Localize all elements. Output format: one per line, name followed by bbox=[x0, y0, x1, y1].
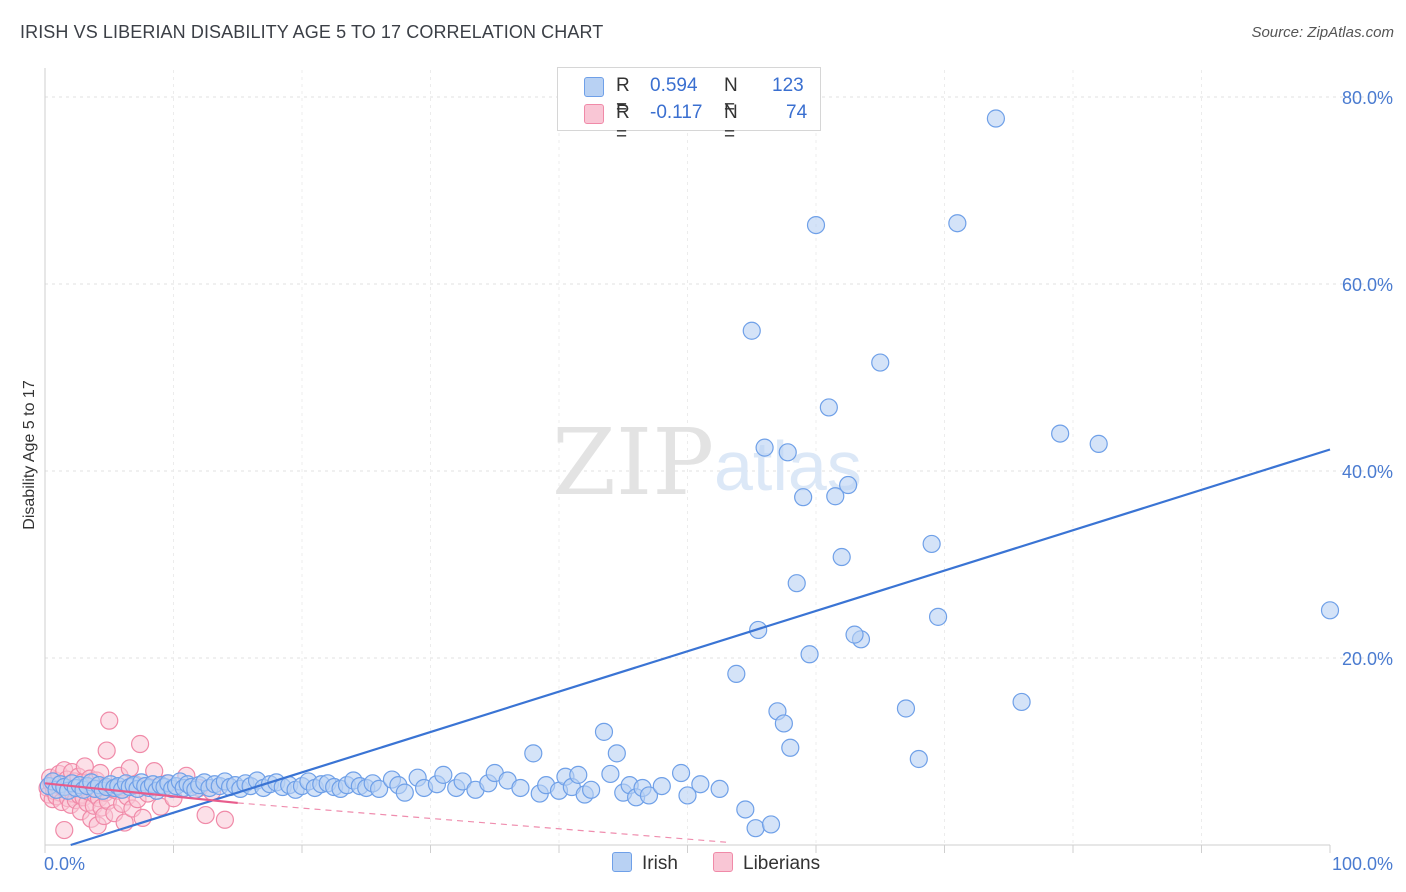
legend-n-value: 74 bbox=[786, 102, 808, 123]
irish-point bbox=[607, 744, 626, 763]
grid-lines bbox=[45, 70, 1392, 845]
irish-point bbox=[678, 786, 697, 805]
irish-point bbox=[787, 574, 806, 593]
irish-point bbox=[594, 722, 614, 741]
irish-point bbox=[922, 534, 941, 554]
irish-point bbox=[639, 786, 659, 805]
irish-trend-line bbox=[70, 448, 1331, 847]
irish-point bbox=[511, 778, 530, 798]
legend-r-label: R = bbox=[616, 102, 630, 145]
bottom-legend-liberians: Liberians bbox=[713, 852, 820, 875]
irish-point bbox=[582, 780, 601, 799]
y-tick-label: 80.0% bbox=[1342, 88, 1393, 108]
irish-point bbox=[453, 772, 472, 791]
y-axis-label: Disability Age 5 to 17 bbox=[21, 380, 38, 530]
irish-point bbox=[691, 775, 710, 794]
liberian-point bbox=[97, 741, 116, 760]
bottom-legend-swatch-liberians bbox=[713, 852, 733, 872]
irish-point bbox=[896, 699, 916, 718]
source-label: Source: ZipAtlas.com bbox=[1251, 24, 1394, 41]
irish-point bbox=[909, 749, 928, 769]
irish-point bbox=[370, 779, 389, 799]
bottom-legend-irish: Irish bbox=[612, 852, 678, 875]
irish-point bbox=[986, 109, 1006, 128]
irish-point bbox=[1051, 424, 1070, 443]
liberian-point bbox=[196, 805, 215, 825]
y-tick-label: 40.0% bbox=[1342, 462, 1393, 482]
irish-point bbox=[1089, 434, 1108, 453]
legend-swatch-liberians bbox=[584, 104, 604, 124]
irish-point bbox=[826, 487, 845, 506]
irish-point bbox=[746, 819, 765, 838]
liberian-point bbox=[55, 820, 74, 840]
liberian-point bbox=[100, 711, 119, 730]
legend-r-value: -0.117 bbox=[650, 102, 703, 123]
irish-point bbox=[710, 779, 729, 799]
irish-point bbox=[434, 765, 453, 784]
liberian-point bbox=[215, 810, 234, 829]
legend-n-value: 123 bbox=[772, 75, 804, 96]
irish-point bbox=[871, 353, 890, 372]
irish-point bbox=[948, 214, 967, 233]
watermark: ZIP atlas bbox=[552, 409, 862, 516]
irish-point bbox=[601, 764, 620, 784]
bottom-legend-label-irish: Irish bbox=[642, 853, 678, 874]
liberian-trend-line bbox=[44, 782, 238, 805]
trend-lines bbox=[44, 448, 1331, 847]
irish-point bbox=[845, 625, 864, 644]
irish-point bbox=[839, 475, 858, 495]
irish-point bbox=[800, 645, 819, 664]
liberian-point bbox=[120, 759, 139, 778]
irish-point bbox=[819, 398, 838, 417]
bottom-legend-label-liberians: Liberians bbox=[743, 853, 821, 874]
irish-point bbox=[832, 547, 851, 567]
y-tick-label: 60.0% bbox=[1342, 275, 1393, 295]
irish-point bbox=[569, 765, 588, 784]
irish-point bbox=[742, 321, 761, 340]
x-tick-label: 0.0% bbox=[44, 854, 85, 874]
irish-point bbox=[794, 488, 813, 507]
irish-point bbox=[1012, 692, 1031, 712]
legend-r-label: R = bbox=[616, 75, 630, 118]
irish-point bbox=[652, 776, 671, 796]
bottom-legend-swatch-irish bbox=[612, 852, 632, 872]
irish-point bbox=[928, 607, 948, 626]
legend-n-label: N = bbox=[724, 102, 738, 145]
irish-point bbox=[778, 443, 797, 462]
x-tick-label: 100.0% bbox=[1332, 854, 1393, 874]
liberian-point bbox=[130, 734, 150, 754]
irish-point bbox=[671, 763, 691, 783]
irish-point bbox=[524, 744, 543, 763]
irish-point bbox=[736, 800, 755, 819]
irish-point bbox=[781, 738, 800, 757]
liberian-trend-extension bbox=[237, 802, 727, 843]
watermark-zip: ZIP bbox=[552, 409, 714, 516]
irish-point bbox=[761, 815, 781, 834]
y-tick-label: 20.0% bbox=[1342, 649, 1393, 669]
legend-swatch-irish bbox=[584, 77, 604, 97]
irish-point bbox=[774, 714, 793, 733]
irish-point bbox=[395, 783, 414, 802]
correlation-legend: R = 0.594 N = 123 R = -0.117 N = 74 bbox=[557, 67, 821, 145]
tick-labels: 20.0% 40.0% 60.0% 80.0% 0.0% 100.0% bbox=[44, 88, 1393, 874]
legend-r-value: 0.594 bbox=[650, 75, 698, 96]
chart-title: IRISH VS LIBERIAN DISABILITY AGE 5 TO 17… bbox=[20, 22, 604, 42]
irish-point bbox=[1320, 601, 1340, 620]
irish-point bbox=[755, 438, 774, 457]
irish-point bbox=[806, 215, 826, 235]
axes bbox=[44, 68, 1331, 853]
legend-n-label: N = bbox=[724, 75, 738, 118]
irish-point bbox=[727, 664, 746, 683]
